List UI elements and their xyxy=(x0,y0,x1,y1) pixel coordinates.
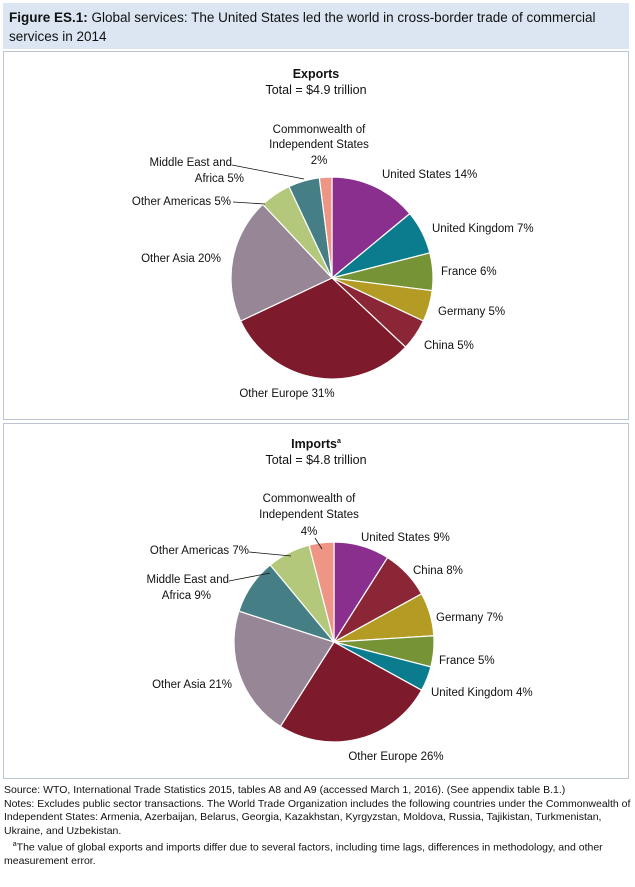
imports-leader-8 xyxy=(248,551,292,557)
exports-slice-label-6-line-0: Other Asia 20% xyxy=(141,253,221,265)
exports-slice-9 xyxy=(318,176,333,279)
source-note: Source: WTO, International Trade Statist… xyxy=(4,784,566,796)
imports-slice-label-9-line-1: Independent States xyxy=(259,509,359,521)
imports-leader-9 xyxy=(314,537,323,550)
imports-slice-label-6-line-0: Other Asia 21% xyxy=(152,679,232,691)
imports-title-block: Importsa Total = $4.8 trillion xyxy=(4,434,628,468)
exports-slice-label-2-line-0: France 6% xyxy=(441,266,497,278)
exports-slice-label-4-line-0: China 5% xyxy=(424,340,474,352)
imports-subtitle: Total = $4.8 trillion xyxy=(265,453,367,468)
exports-leader-7 xyxy=(232,201,266,205)
exports-leader-8 xyxy=(231,164,305,180)
imports-panel: Importsa Total = $4.8 trillion United St… xyxy=(3,423,629,779)
imports-slice-5 xyxy=(279,641,423,743)
exports-slice-label-7-line-0: Other Americas 5% xyxy=(132,196,231,208)
imports-title-line: Importsa xyxy=(4,434,628,452)
imports-slice-label-9-line-0: Commonwealth of xyxy=(263,493,356,505)
exports-slice-label-1-line-0: United Kingdom 7% xyxy=(432,223,534,235)
imports-slice-label-5-line-0: Other Europe 26% xyxy=(348,751,443,763)
imports-title-note: a xyxy=(336,438,341,445)
exports-panel: Exports Total = $4.9 trillion United Sta… xyxy=(3,51,629,420)
figure-caption-text: Global services: The United States led t… xyxy=(9,10,596,44)
imports-pie-chart: United States 9% China 8% Germany 7% France… xyxy=(147,493,533,763)
exports-title: Exports xyxy=(292,67,340,81)
exports-slice-5 xyxy=(239,277,407,380)
exports-slice-label-3-line-0: Germany 5% xyxy=(438,306,505,318)
figure-label: Figure ES.1: xyxy=(9,10,88,25)
figure-notes: Source: WTO, International Trade Statist… xyxy=(4,784,632,869)
imports-title: Imports xyxy=(291,437,337,452)
exports-slice-0 xyxy=(331,176,411,280)
imports-slice-label-4-line-0: United Kingdom 4% xyxy=(431,687,533,699)
exports-slice-label-9-line-2: 2% xyxy=(311,155,328,167)
imports-slice-label-0-line-0: United States 9% xyxy=(361,532,450,544)
exports-slice-label-8-line-1: Africa 5% xyxy=(195,173,244,185)
imports-slice-6 xyxy=(233,610,335,728)
exports-slice-label-9-line-1: Independent States xyxy=(269,139,369,151)
imports-slice-label-3-line-0: France 5% xyxy=(439,655,495,667)
imports-slice-label-2-line-0: Germany 7% xyxy=(436,612,503,624)
imports-slice-9 xyxy=(308,541,335,643)
imports-leader-7 xyxy=(228,572,271,582)
imports-slice-label-7-line-1: Africa 9% xyxy=(162,590,211,602)
imports-slice-label-1-line-0: China 8% xyxy=(413,565,463,577)
footnote-marker: a xyxy=(12,841,17,848)
imports-slice-label-8-line-0: Other Americas 7% xyxy=(150,545,249,557)
imports-slice-label-7-line-0: Middle East and xyxy=(147,574,229,586)
notes-text: Notes: Excludes public sector transactio… xyxy=(4,797,631,837)
imports-slice-label-9-line-2: 4% xyxy=(301,526,318,538)
exports-slice-label-0-line-0: United States 14% xyxy=(382,169,477,181)
footnote-text: The value of global exports and imports … xyxy=(4,841,603,868)
exports-pie-chart: United States 14% United Kingdom 7% France… xyxy=(132,124,534,400)
exports-slice-6 xyxy=(230,203,334,322)
footnote: aThe value of global exports and imports… xyxy=(4,838,632,869)
figure-caption: Figure ES.1: Global services: The United… xyxy=(3,3,629,49)
exports-slice-label-8-line-0: Middle East and xyxy=(150,157,232,169)
exports-title-block: Exports Total = $4.9 trillion xyxy=(4,66,628,98)
exports-subtitle: Total = $4.9 trillion xyxy=(265,83,367,97)
exports-slice-label-5-line-0: Other Europe 31% xyxy=(239,388,334,400)
exports-slice-label-9-line-0: Commonwealth of xyxy=(273,124,366,136)
